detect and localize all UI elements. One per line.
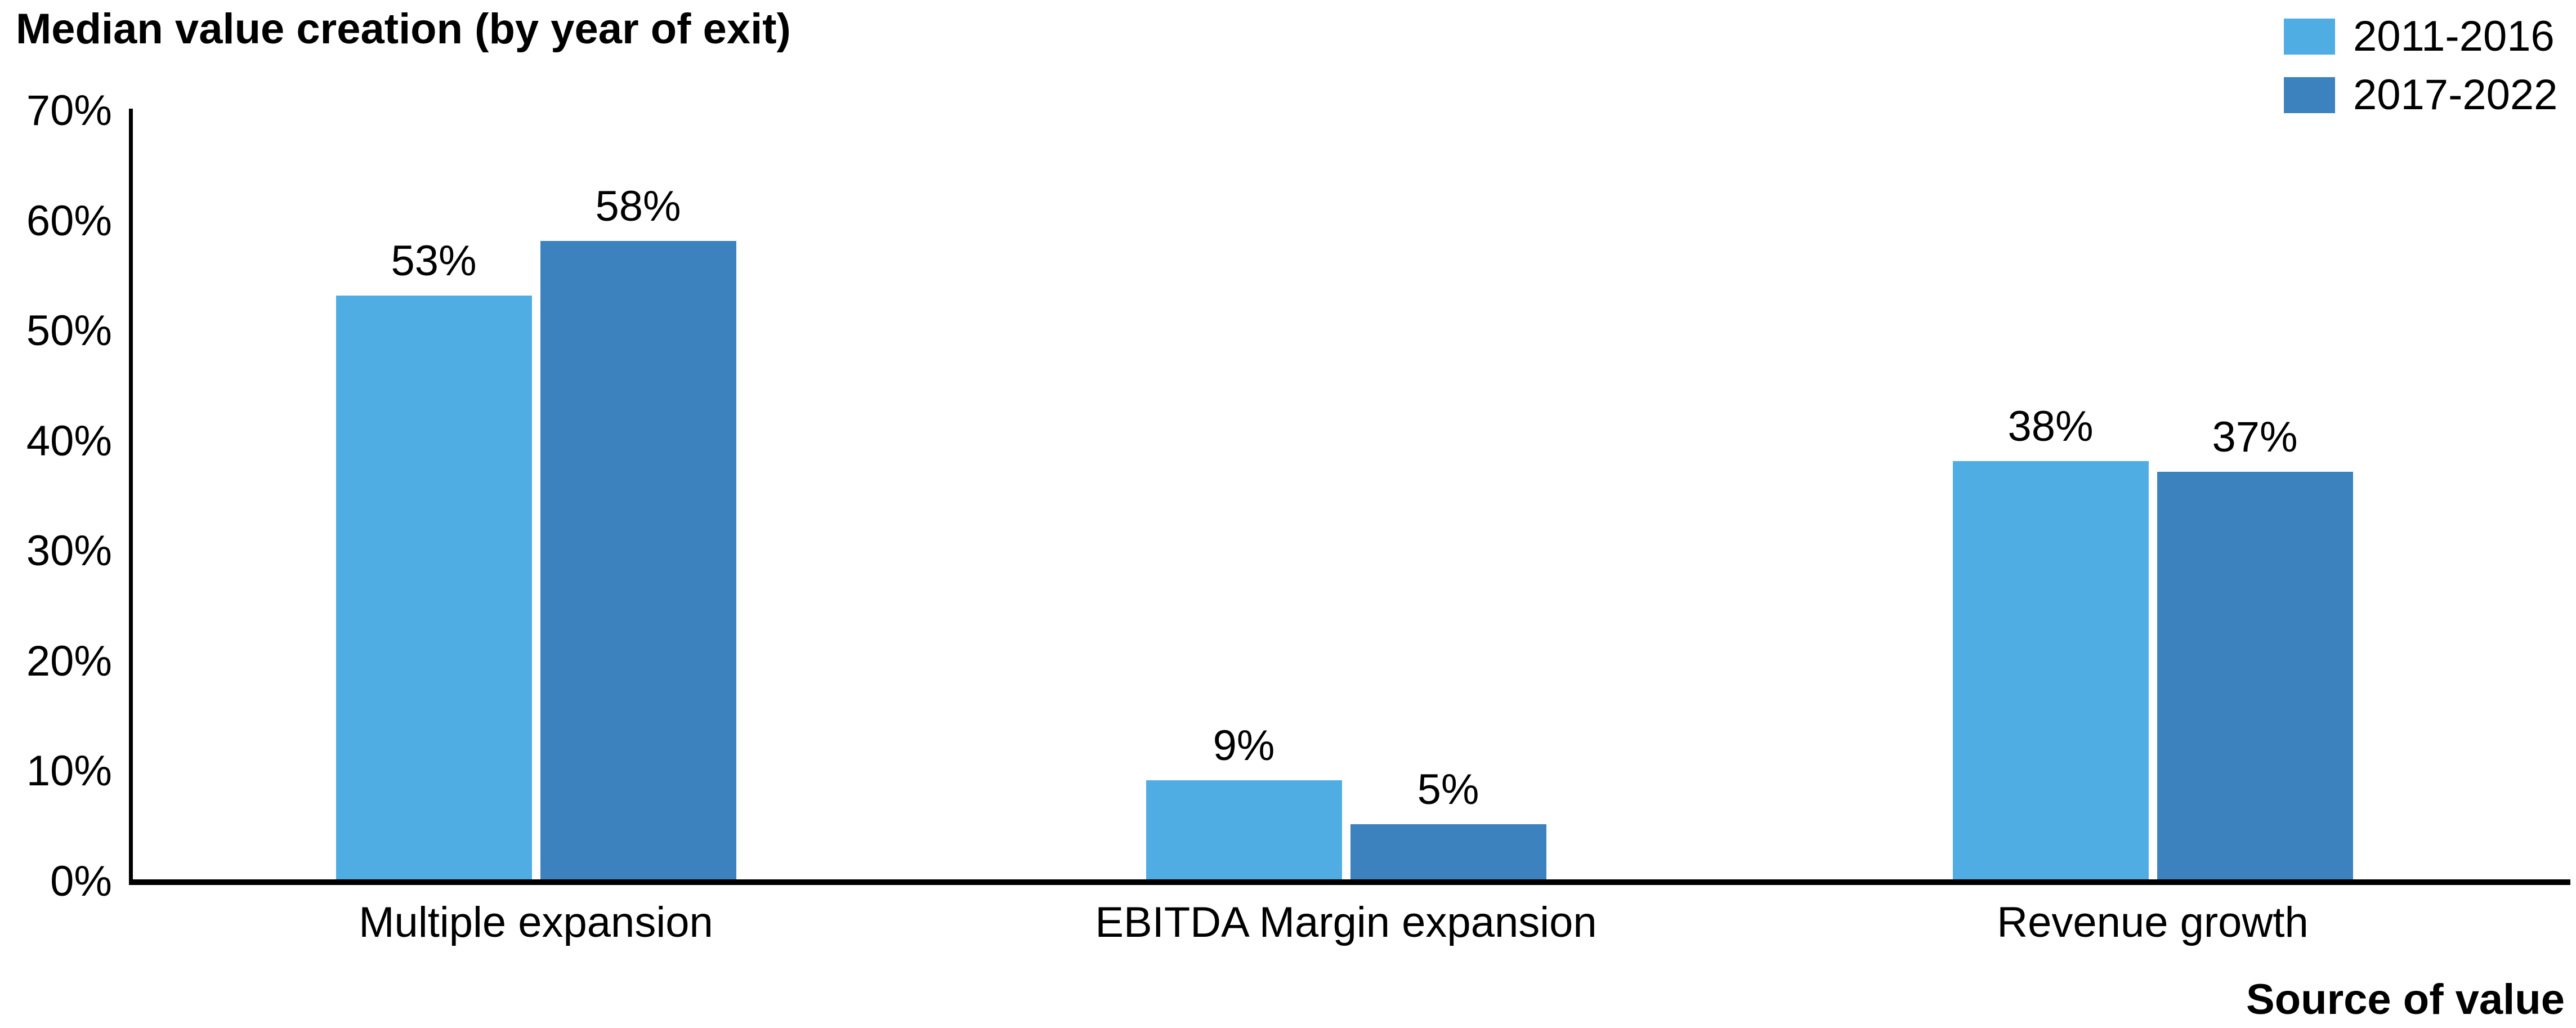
x-axis-line [129, 879, 2570, 885]
bar-value-label-2011-2016-revenue-growth: 38% [2007, 403, 2094, 450]
category-label-multiple-expansion: Multiple expansion [359, 899, 713, 946]
legend-swatch-2017-2022 [2284, 77, 2335, 113]
bar-2017-2022-multiple-expansion [540, 241, 736, 879]
bar-value-label-2017-2022-multiple-expansion: 58% [595, 182, 681, 230]
bar-2011-2016-revenue-growth [1952, 461, 2149, 879]
y-axis-tick-label-70: 70% [26, 87, 112, 135]
legend-label-2011-2016: 2011-2016 [2353, 12, 2555, 60]
bar-2017-2022-revenue-growth [2157, 472, 2353, 879]
legend-label-2017-2022: 2017-2022 [2353, 71, 2558, 119]
y-axis-tick-label-30: 30% [26, 527, 112, 575]
bar-2011-2016-ebitda-margin-expansion [1146, 780, 1342, 879]
bar-value-label-2011-2016-ebitda-margin-expansion: 9% [1213, 722, 1275, 770]
y-axis-tick-label-20: 20% [26, 637, 112, 685]
bar-2017-2022-ebitda-margin-expansion [1350, 824, 1546, 879]
legend-item-2017-2022: 2017-2022 [2284, 71, 2558, 119]
y-axis-line [129, 109, 133, 885]
legend-item-2011-2016: 2011-2016 [2284, 12, 2555, 60]
y-axis-tick-label-40: 40% [26, 417, 112, 465]
legend-swatch-2011-2016 [2284, 19, 2335, 55]
y-axis-tick-label-0: 0% [50, 857, 112, 905]
category-label-revenue-growth: Revenue growth [1997, 899, 2309, 946]
y-axis-tick-label-60: 60% [26, 196, 112, 245]
chart-title: Median value creation (by year of exit) [16, 5, 791, 53]
bar-value-label-2011-2016-multiple-expansion: 53% [391, 237, 477, 285]
x-axis-title: Source of value [2246, 976, 2565, 1023]
y-axis-tick-label-50: 50% [26, 307, 112, 355]
y-axis-tick-label-10: 10% [26, 747, 112, 795]
bar-value-label-2017-2022-ebitda-margin-expansion: 5% [1417, 766, 1479, 814]
category-label-ebitda-margin-expansion: EBITDA Margin expansion [1095, 899, 1597, 946]
bar-value-label-2017-2022-revenue-growth: 37% [2212, 413, 2298, 461]
bar-2011-2016-multiple-expansion [336, 296, 532, 879]
